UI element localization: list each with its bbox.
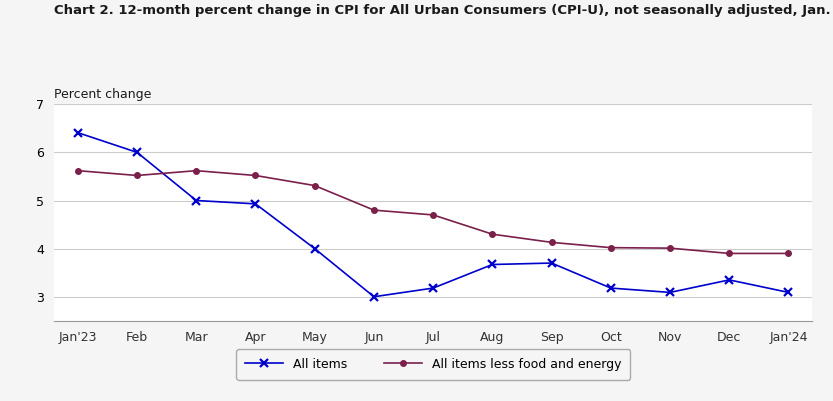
All items less food and energy: [428, 213, 438, 217]
All items: [784, 290, 794, 295]
Text: Chart 2. 12-month percent change in CPI for All Urban Consumers (CPI-U), not sea: Chart 2. 12-month percent change in CPI …: [54, 4, 833, 17]
All items: [428, 286, 438, 290]
Text: Percent change: Percent change: [54, 88, 152, 101]
All items less food and energy: [606, 245, 616, 250]
Line: All items: All items: [73, 128, 793, 301]
All items: [72, 130, 82, 135]
All items: [251, 201, 261, 206]
All items: [487, 262, 497, 267]
All items: [606, 286, 616, 290]
All items: [369, 294, 379, 299]
All items less food and energy: [724, 251, 734, 256]
All items less food and energy: [132, 173, 142, 178]
All items less food and energy: [192, 168, 202, 173]
All items: [192, 198, 202, 203]
Legend: All items, All items less food and energy: All items, All items less food and energ…: [237, 349, 630, 379]
All items: [665, 290, 675, 295]
All items less food and energy: [72, 168, 82, 173]
All items: [132, 150, 142, 155]
All items less food and energy: [251, 173, 261, 178]
All items less food and energy: [784, 251, 794, 256]
All items: [546, 261, 556, 265]
All items less food and energy: [546, 240, 556, 245]
Line: All items less food and energy: All items less food and energy: [75, 168, 791, 256]
All items less food and energy: [369, 208, 379, 213]
All items less food and energy: [665, 246, 675, 251]
All items: [724, 277, 734, 282]
All items: [310, 246, 320, 251]
All items less food and energy: [487, 232, 497, 237]
All items less food and energy: [310, 183, 320, 188]
